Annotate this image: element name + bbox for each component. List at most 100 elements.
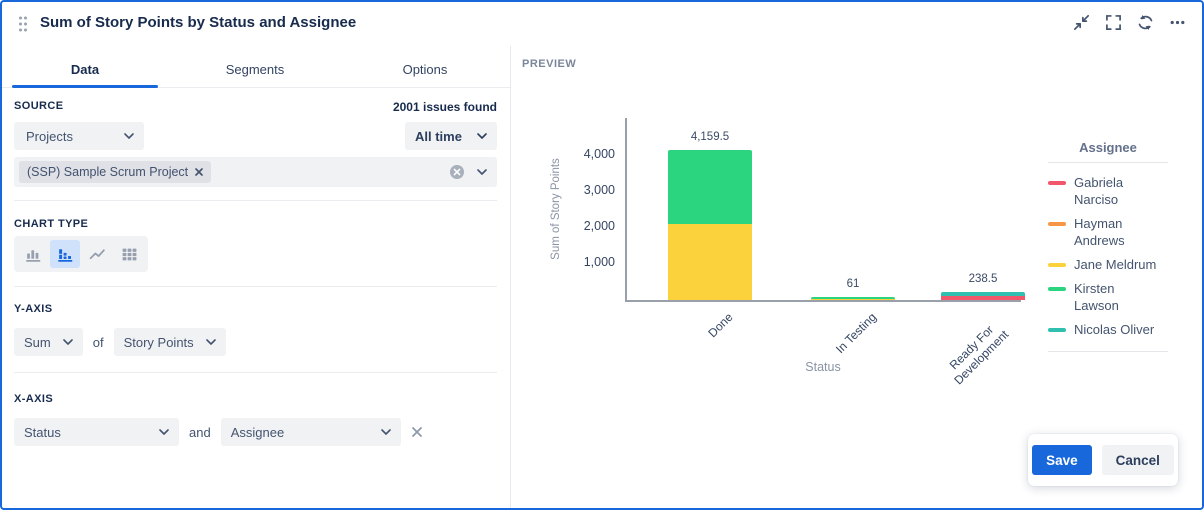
y-tick-label: 1,000	[583, 255, 615, 269]
legend-swatch-gabriela-narciso	[1048, 181, 1066, 185]
legend-entry-label: Nicolas Oliver	[1074, 322, 1155, 337]
legend-swatch-nicolas-oliver	[1048, 328, 1066, 332]
legend-title: Assignee	[1048, 140, 1168, 163]
more-icon[interactable]	[1169, 14, 1186, 31]
chart-legend: Assignee Gabriela Narciso Hayman Andrews J…	[1048, 140, 1168, 352]
y-field-dropdown[interactable]: Story Points	[113, 328, 226, 356]
y-axis-line	[625, 118, 627, 302]
projects-dropdown[interactable]: Projects	[14, 122, 144, 150]
legend-entry-label: Jane Meldrum	[1074, 257, 1157, 272]
refresh-icon[interactable]	[1137, 14, 1154, 31]
chevron-down-icon	[205, 339, 216, 345]
y-axis-row: Sum of Story Points	[14, 328, 226, 356]
tab-data[interactable]: Data	[0, 56, 170, 88]
x-secondary-dropdown[interactable]: Assignee	[220, 418, 401, 446]
legend-swatch-hayman-andrews	[1048, 222, 1066, 226]
and-label: and	[189, 424, 211, 440]
x-axis-title: Status	[805, 360, 841, 374]
y-axis-section-label: Y-AXIS	[14, 303, 53, 315]
bar-segment-nicolas-oliver[interactable]	[941, 292, 1025, 296]
chart-type-stacked-bar-button[interactable]	[50, 240, 80, 268]
preview-panel: PREVIEW Sum of Story Points Status 1,000…	[511, 46, 1202, 508]
x-axis-line	[625, 300, 1021, 302]
aggregation-dropdown[interactable]: Sum	[14, 328, 83, 356]
legend-entry-kirsten-lawson[interactable]: Kirsten Lawson	[1048, 280, 1168, 314]
chevron-down-icon	[124, 133, 134, 139]
legend-entry-gabriela-narciso[interactable]: Gabriela Narciso	[1048, 174, 1168, 208]
cancel-button[interactable]: Cancel	[1101, 445, 1174, 475]
legend-swatch-jane-meldrum	[1048, 263, 1066, 267]
chevron-down-icon	[477, 133, 487, 139]
project-select-field[interactable]: (SSP) Sample Scrum Project	[14, 157, 497, 187]
tab-options[interactable]: Options	[402, 62, 448, 77]
bar-segment-jane-meldrum[interactable]	[811, 299, 895, 300]
y-tick-label: 3,000	[583, 183, 615, 197]
select-field-icons	[449, 164, 487, 180]
time-range-dropdown[interactable]: All time	[405, 122, 497, 150]
tab-segments[interactable]: Segments	[225, 62, 285, 77]
legend-entry-hayman-andrews[interactable]: Hayman Andrews	[1048, 215, 1168, 249]
bar-in-testing	[811, 297, 895, 300]
panel-divider	[510, 46, 511, 508]
chart-type-group	[14, 236, 148, 272]
legend-entry-label: Gabriela Narciso	[1074, 175, 1124, 207]
chevron-down-icon[interactable]	[477, 169, 487, 175]
x-category-label-done: Done	[705, 310, 736, 341]
chevron-down-icon	[62, 339, 73, 345]
chart-type-table-button[interactable]	[114, 240, 144, 268]
aggregation-value: Sum	[24, 334, 51, 350]
section-divider	[14, 372, 497, 373]
stacked-bar-chart: Sum of Story Points Status 1,000 2,000 3,0…	[511, 46, 1202, 508]
clear-selection-icon[interactable]	[449, 164, 465, 180]
bar-segment-kirsten-lawson[interactable]	[668, 150, 752, 224]
bar-total-label: 238.5	[968, 273, 998, 285]
projects-dropdown-value: Projects	[26, 128, 73, 144]
section-divider	[14, 200, 497, 201]
section-divider	[14, 286, 497, 287]
data-tab-panel: SOURCE 2001 issues found Projects All ti…	[14, 88, 497, 498]
time-range-value: All time	[415, 128, 462, 144]
x-category-label-ready-for-development: Ready For Development	[946, 322, 1012, 388]
collapse-icon[interactable]	[1073, 14, 1090, 31]
bar-total-label: 61	[846, 278, 860, 290]
save-button[interactable]: Save	[1032, 445, 1092, 475]
x-secondary-value: Assignee	[230, 424, 285, 440]
window-toolbar	[1073, 14, 1186, 31]
x-axis-row: Status and Assignee	[14, 418, 423, 446]
legend-swatch-kirsten-lawson	[1048, 287, 1066, 291]
y-tick-label: 4,000	[583, 147, 615, 161]
bar-segment-jane-meldrum[interactable]	[668, 224, 752, 300]
issues-found-count: 2001 issues found	[392, 100, 497, 114]
bar-segment-gabriela-narciso[interactable]	[941, 296, 1025, 300]
legend-entry-label: Hayman Andrews	[1074, 216, 1125, 248]
tab-bar: Data Segments Options	[0, 56, 510, 88]
legend-entries: Gabriela Narciso Hayman Andrews Jane Meldr…	[1048, 163, 1168, 352]
legend-entry-label: Kirsten Lawson	[1074, 281, 1119, 313]
chart-type-bar-button[interactable]	[18, 240, 48, 268]
window-header: Sum of Story Points by Status and Assign…	[0, 0, 1204, 46]
chevron-down-icon	[380, 429, 391, 435]
source-section-label: SOURCE	[14, 100, 64, 112]
bar-segment-kirsten-lawson[interactable]	[811, 297, 895, 299]
remove-project-icon[interactable]	[195, 168, 203, 176]
x-primary-value: Status	[24, 424, 61, 440]
actions-card: Save Cancel	[1028, 434, 1178, 486]
remove-x-dimension-icon[interactable]	[411, 426, 423, 438]
y-field-value: Story Points	[123, 334, 194, 350]
y-tick-label: 2,000	[583, 219, 615, 233]
x-axis-section-label: X-AXIS	[14, 393, 54, 405]
legend-entry-nicolas-oliver[interactable]: Nicolas Oliver	[1048, 321, 1168, 338]
selected-project-chip: (SSP) Sample Scrum Project	[19, 161, 212, 183]
drag-handle-icon[interactable]	[17, 15, 29, 33]
page-title: Sum of Story Points by Status and Assign…	[40, 14, 357, 31]
chevron-down-icon	[159, 429, 169, 435]
legend-entry-jane-meldrum[interactable]: Jane Meldrum	[1048, 256, 1168, 273]
x-primary-dropdown[interactable]: Status	[14, 418, 179, 446]
fullscreen-icon[interactable]	[1105, 14, 1122, 31]
bar-done	[668, 150, 752, 300]
bar-ready-for-development	[941, 292, 1025, 300]
bar-total-label: 4,159.5	[690, 131, 730, 143]
preview-label: PREVIEW	[522, 58, 577, 70]
chart-type-line-button[interactable]	[82, 240, 112, 268]
